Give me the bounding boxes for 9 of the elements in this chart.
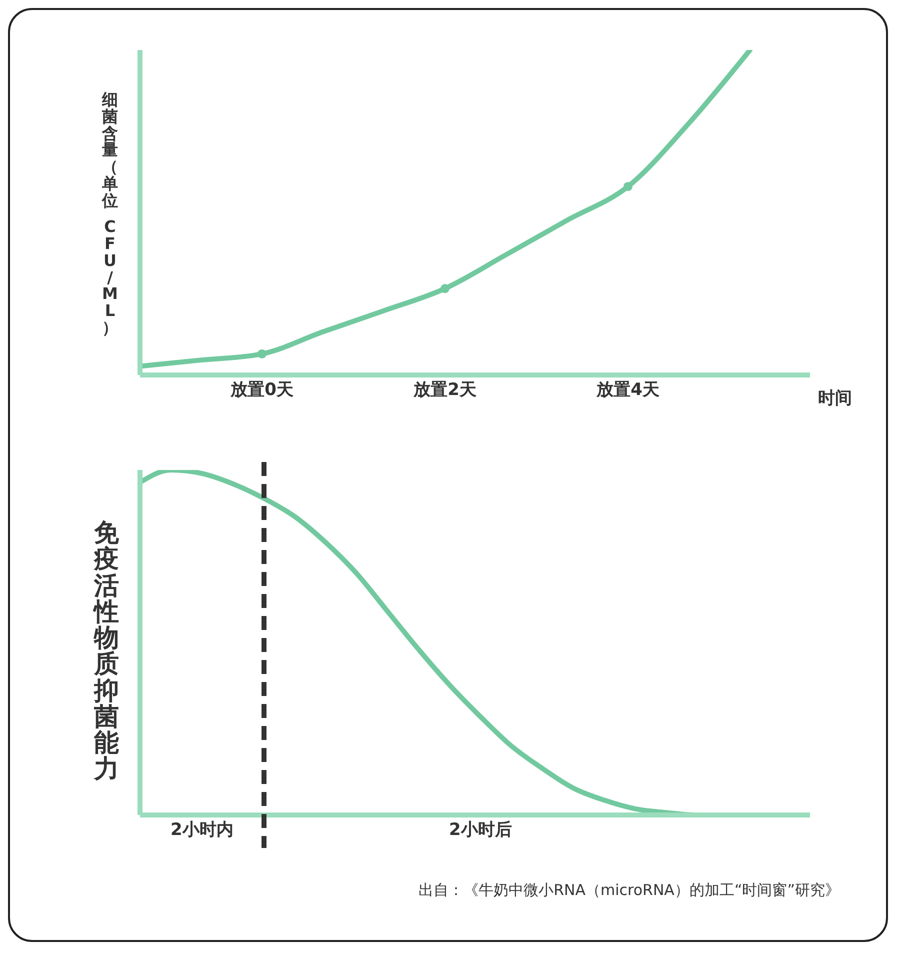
x-tick-label: 放置2天: [412, 380, 476, 400]
text: 出自：《牛奶中微小RNA（microRNA）的加工“时间窗”研究》: [418, 881, 840, 900]
x-tick-label: 放置4天: [596, 380, 660, 400]
x-tick-label: 2小时内: [170, 820, 234, 840]
x-tick-label: 2小时后: [449, 820, 512, 840]
x-axis-title: 时间: [818, 388, 852, 409]
x-tick-label: 放置0天: [230, 380, 294, 400]
text: 细菌含量（单位 CFU/ML）: [102, 90, 118, 337]
text: 免疫活性物质抑菌能力: [94, 518, 119, 784]
